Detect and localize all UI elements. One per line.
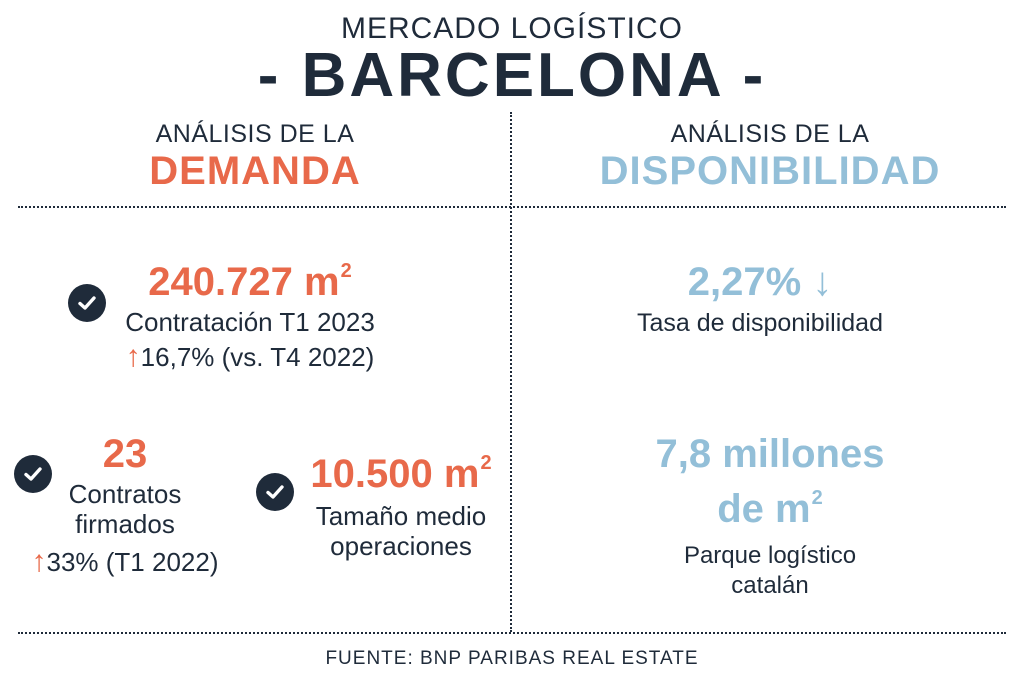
check-circle-icon [14, 455, 52, 493]
contratacion-value: 240.727 m2 [148, 260, 352, 304]
tamano-value: 10.500 m2 [310, 452, 492, 496]
tasa-block: 2,27% ↓ Tasa de disponibilidad [560, 260, 960, 338]
tamano-label-line2: operaciones [330, 531, 472, 561]
divider-vertical [510, 112, 512, 632]
arrow-up-icon: ↑ [125, 340, 141, 373]
contratacion-change: ↑16,7% (vs. T4 2022) [125, 340, 375, 373]
parque-block: 7,8 millones de m2 Parque logístico cata… [560, 432, 980, 601]
demand-header-line1: ANÁLISIS DE LA [155, 120, 355, 148]
tamano-label-line1: Tamaño medio [315, 501, 487, 531]
availability-header-line1: ANÁLISIS DE LA [670, 120, 870, 148]
contratos-value: 23 [102, 432, 148, 476]
check-circle-icon [68, 284, 106, 322]
divider-top [18, 206, 1006, 208]
contratacion-block: 240.727 m2 Contratación T1 2023 ↑16,7% (… [110, 260, 390, 374]
tamano-block: 10.500 m2 Tamaño medio operaciones [296, 452, 506, 561]
parque-value-line2: de m2 [717, 487, 823, 531]
arrow-up-icon: ↑ [31, 545, 47, 578]
demand-header: ANÁLISIS DE LA DEMANDA [60, 120, 450, 194]
arrow-down-icon: ↓ [801, 260, 833, 304]
divider-bottom [18, 632, 1006, 634]
page-title: - BARCELONA - [257, 41, 767, 110]
contratos-change: ↑33% (T1 2022) [31, 545, 219, 578]
parque-label-line1: Parque logístico [683, 542, 857, 569]
tasa-value: 2,27% ↓ [687, 260, 833, 304]
tasa-label: Tasa de disponibilidad [636, 309, 883, 337]
parque-label-line2: catalán [731, 572, 809, 599]
page-subtitle: MERCADO LOGÍSTICO [340, 12, 684, 45]
check-circle-icon [256, 473, 294, 511]
source-footer: FUENTE: BNP PARIBAS REAL ESTATE [325, 648, 699, 669]
availability-header: ANÁLISIS DE LA DISPONIBILIDAD [560, 120, 980, 194]
parque-value-line1: 7,8 millones [655, 432, 885, 476]
availability-header-keyword: DISPONIBILIDAD [599, 149, 941, 193]
contratos-block: 23 Contratos firmados ↑33% (T1 2022) [20, 432, 230, 579]
contratacion-label: Contratación T1 2023 [125, 307, 375, 337]
contratos-label-line2: firmados [75, 509, 175, 539]
contratos-label-line1: Contratos [68, 479, 182, 509]
demand-header-keyword: DEMANDA [149, 149, 361, 193]
